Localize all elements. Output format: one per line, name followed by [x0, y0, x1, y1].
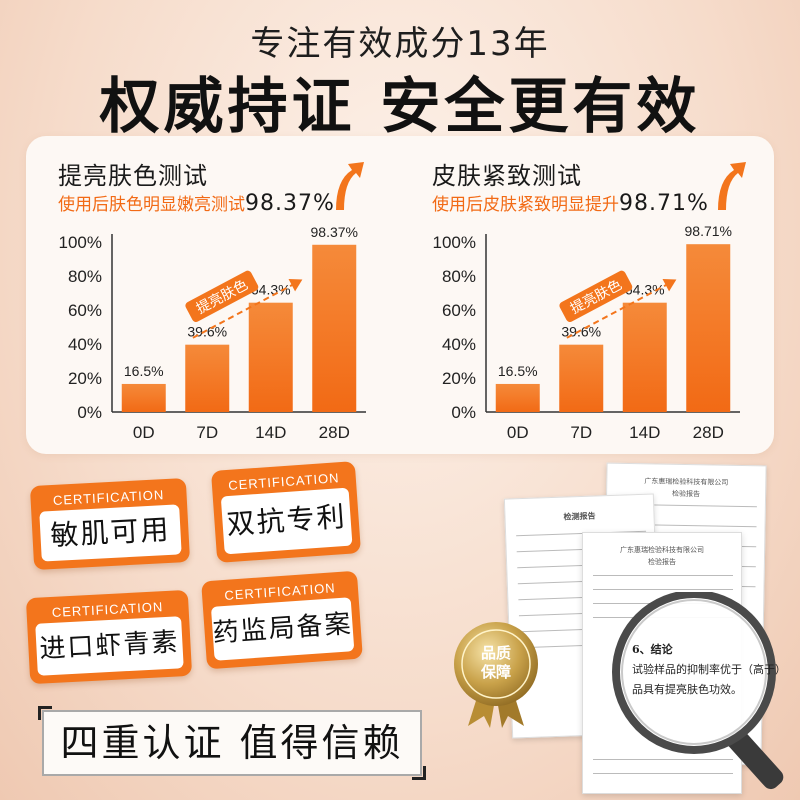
banner-text: 四重认证 值得信赖 — [60, 721, 404, 765]
cert-text: 进口虾青素 — [35, 616, 184, 676]
cert-patent: CERTIFICATION 双抗专利 — [210, 461, 362, 563]
firming-chart: 皮肤紧致测试 使用后皮肤紧致明显提升98.71% 0% 20% 40% 60% 80% 1… — [400, 136, 774, 454]
lens-heading: 6、结论 — [632, 643, 673, 656]
doc-title: 广东惠瑞检验科技有限公司 — [644, 477, 729, 487]
bar-value-label: 16.5% — [498, 363, 538, 379]
chart-note: 使用后肤色明显嫩亮测试98.37% — [58, 190, 335, 216]
x-tick-label: 14D — [255, 423, 286, 442]
banner-corner — [38, 706, 52, 720]
y-tick-label: 100% — [433, 233, 476, 252]
chart-note-text: 使用后皮肤紧致明显提升 — [432, 195, 619, 215]
header-subtitle: 专注有效成分13年 — [250, 24, 550, 64]
chart-plot: 0%20%40%60%80%100%16.5%0D39.6%7D64.3%14D… — [433, 223, 740, 442]
seal-text: 品质 保障 — [470, 644, 522, 682]
bar-value-label: 16.5% — [124, 363, 164, 379]
y-tick-label: 60% — [68, 301, 102, 320]
cert-sensitive-skin: CERTIFICATION 敏肌可用 — [29, 477, 191, 571]
trust-banner: 四重认证 值得信赖 — [38, 706, 426, 780]
doc-title: 广东惠瑞检验科技有限公司 — [620, 546, 704, 554]
bar — [559, 344, 604, 412]
bar — [248, 302, 293, 412]
chart-plot: 0%20%40%60%80%100%16.5%0D39.6%7D64.3%14D… — [59, 224, 366, 442]
bar-value-label: 64.3% — [251, 282, 291, 298]
x-tick-label: 28D — [319, 423, 350, 442]
x-tick-label: 7D — [570, 423, 592, 442]
bar — [121, 383, 166, 412]
y-tick-label: 20% — [442, 369, 476, 388]
trend-badge — [559, 270, 633, 323]
y-tick-label: 0% — [77, 403, 102, 422]
seal-line: 品质 — [480, 644, 511, 662]
header-title: 权威持证 安全更有效 — [99, 72, 701, 142]
doc-title: 检测报告 — [563, 511, 596, 522]
x-tick-label: 28D — [693, 423, 724, 442]
lens-line: 品具有提亮肤色功效。 — [632, 683, 742, 696]
trend-arrowhead — [662, 279, 677, 292]
x-tick-label: 0D — [133, 423, 155, 442]
bar — [495, 383, 540, 412]
chart-note-pct: 98.37% — [245, 191, 335, 216]
chart-note-pct: 98.71% — [619, 191, 709, 216]
charts-panel: 提亮肤色测试 使用后肤色明显嫩亮测试98.37% 0% 20% 40% 60% 80% 1… — [26, 136, 774, 454]
chart-title: 皮肤紧致测试 — [432, 162, 582, 190]
trend-badge — [185, 270, 259, 323]
x-tick-label: 0D — [507, 423, 529, 442]
doc-subtitle: 检验报告 — [648, 558, 676, 566]
brightening-chart: 提亮肤色测试 使用后肤色明显嫩亮测试98.37% 0% 20% 40% 60% 80% 1… — [26, 136, 400, 454]
cert-text: 双抗专利 — [220, 487, 353, 555]
banner-corner — [412, 766, 426, 780]
seal-line: 保障 — [480, 663, 511, 681]
up-arrow-icon — [336, 162, 364, 210]
y-tick-label: 60% — [442, 301, 476, 320]
bar — [185, 344, 230, 412]
chart-note-text: 使用后肤色明显嫩亮测试 — [58, 195, 245, 215]
cert-text: 敏肌可用 — [39, 504, 182, 562]
y-tick-label: 0% — [451, 403, 476, 422]
cert-text: 药监局备案 — [210, 597, 355, 661]
quality-seal-icon — [454, 622, 538, 728]
y-tick-label: 40% — [442, 335, 476, 354]
magnifier-icon — [612, 592, 784, 790]
cert-astaxanthin: CERTIFICATION 进口虾青素 — [25, 589, 193, 685]
chart-title: 提亮肤色测试 — [58, 162, 208, 190]
lens-conclusion: 6、结论 试验样品的抑制率优于（高于） 品具有提亮肤色功效。 — [632, 640, 786, 700]
up-arrow-icon — [718, 162, 746, 210]
bar-value-label: 64.3% — [625, 282, 665, 298]
chart-note: 使用后皮肤紧致明显提升98.71% — [432, 190, 709, 216]
y-tick-label: 80% — [442, 267, 476, 286]
cert-nmpa: CERTIFICATION 药监局备案 — [201, 570, 363, 670]
bar-value-label: 98.37% — [311, 224, 358, 240]
y-tick-label: 80% — [68, 267, 102, 286]
x-tick-label: 14D — [629, 423, 660, 442]
bar — [622, 302, 667, 412]
bar — [312, 244, 357, 412]
y-tick-label: 40% — [68, 335, 102, 354]
y-tick-label: 100% — [59, 233, 102, 252]
x-tick-label: 7D — [196, 423, 218, 442]
trend-arrowhead — [288, 279, 303, 292]
bar-value-label: 98.71% — [685, 223, 732, 239]
bar — [686, 244, 731, 412]
lens-line: 试验样品的抑制率优于（高于） — [632, 663, 786, 676]
y-tick-label: 20% — [68, 369, 102, 388]
